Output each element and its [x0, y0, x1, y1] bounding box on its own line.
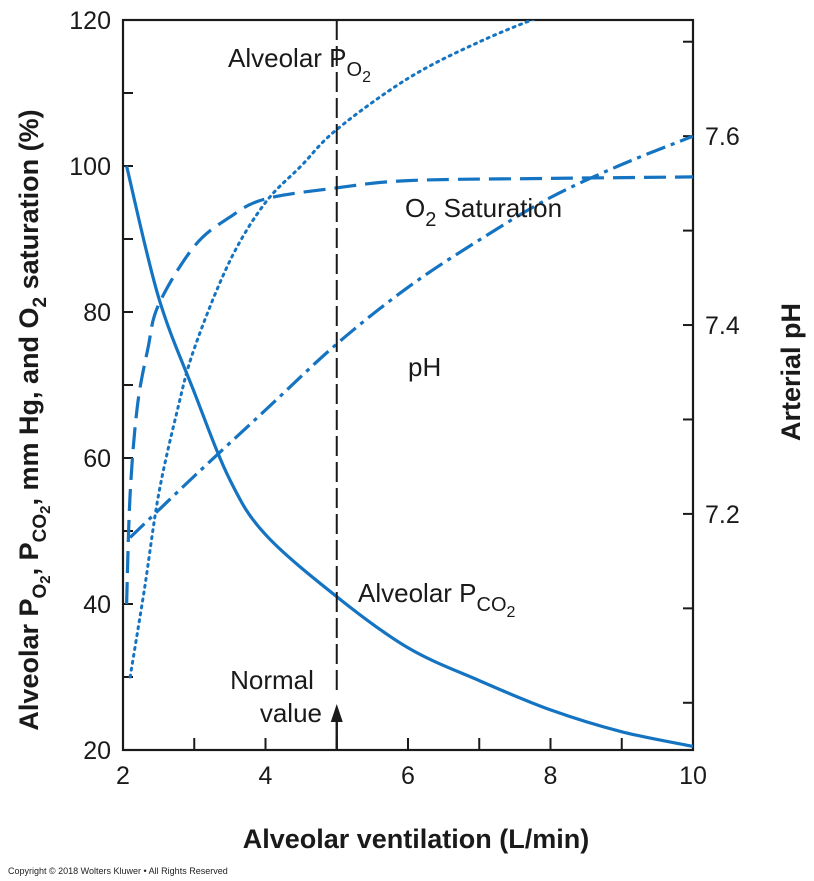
series-po2	[128, 20, 536, 679]
tick-marks	[122, 19, 694, 751]
series-pco2	[125, 165, 693, 748]
series-o2sat	[125, 175, 693, 605]
label-o2-saturation: O2 Saturation	[405, 193, 562, 231]
y-tick-label: 40	[83, 591, 111, 619]
x-tick-label: 6	[401, 762, 415, 790]
y-axis-title: Alveolar PO2, PCO2, mm Hg, and O2 satura…	[14, 109, 54, 730]
normal-value-arrow-head	[330, 704, 343, 722]
tick-labels: 2 4 6 8 10 20 40 60 80 100 120 7.2 7.4 7.6	[69, 7, 740, 790]
y2-tick-label: 7.4	[705, 312, 740, 340]
label-alveolar-po2: Alveolar PO2	[228, 43, 371, 86]
y2-tick-label: 7.6	[705, 123, 740, 151]
y-tick-label: 120	[69, 7, 111, 35]
y-axis-title-part: 2	[37, 575, 54, 583]
y2-axis-title: Arterial pH	[776, 303, 806, 441]
series-ph	[128, 134, 693, 539]
y-axis-title-part: Alveolar P	[14, 599, 44, 731]
y-axis-title-part: , P	[14, 542, 44, 575]
y-tick-label: 20	[83, 737, 111, 765]
y-tick-label: 100	[69, 153, 111, 181]
y-tick-label: 60	[83, 445, 111, 473]
normal-value-label-line1: Normal	[230, 665, 314, 695]
y-tick-label: 80	[83, 299, 111, 327]
y2-tick-label: 7.2	[705, 501, 740, 529]
y-axis-title-part: saturation (%)	[14, 109, 44, 297]
y-axis-title-part: , mm Hg, and O	[14, 308, 44, 506]
y-axis-title-part: 2	[30, 297, 51, 308]
label-alveolar-pco2: Alveolar PCO2	[358, 578, 516, 621]
x-tick-label: 2	[116, 762, 130, 790]
y-axis-title-part: O	[30, 584, 51, 599]
copyright-notice: Copyright © 2018 Wolters Kluwer • All Ri…	[8, 866, 228, 876]
y-axis-title-part: 2	[37, 506, 54, 514]
x-axis-title: Alveolar ventilation (L/min)	[243, 824, 590, 854]
plot-frame	[121, 18, 695, 752]
series-lines	[125, 20, 693, 748]
x-tick-label: 8	[544, 762, 558, 790]
label-ph: pH	[408, 352, 441, 382]
normal-value-label-line2: value	[260, 698, 322, 728]
x-tick-label: 4	[259, 762, 273, 790]
y-axis-title-part: CO	[30, 514, 51, 543]
x-tick-label: 10	[679, 762, 707, 790]
chart-frame	[121, 18, 695, 752]
